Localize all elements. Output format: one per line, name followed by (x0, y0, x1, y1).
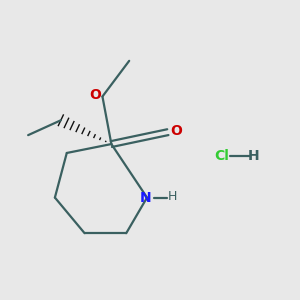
Text: H: H (248, 149, 260, 163)
Text: Cl: Cl (214, 149, 229, 163)
Text: N: N (140, 190, 152, 205)
Text: H: H (168, 190, 177, 202)
Text: O: O (170, 124, 182, 138)
Text: O: O (89, 88, 101, 102)
